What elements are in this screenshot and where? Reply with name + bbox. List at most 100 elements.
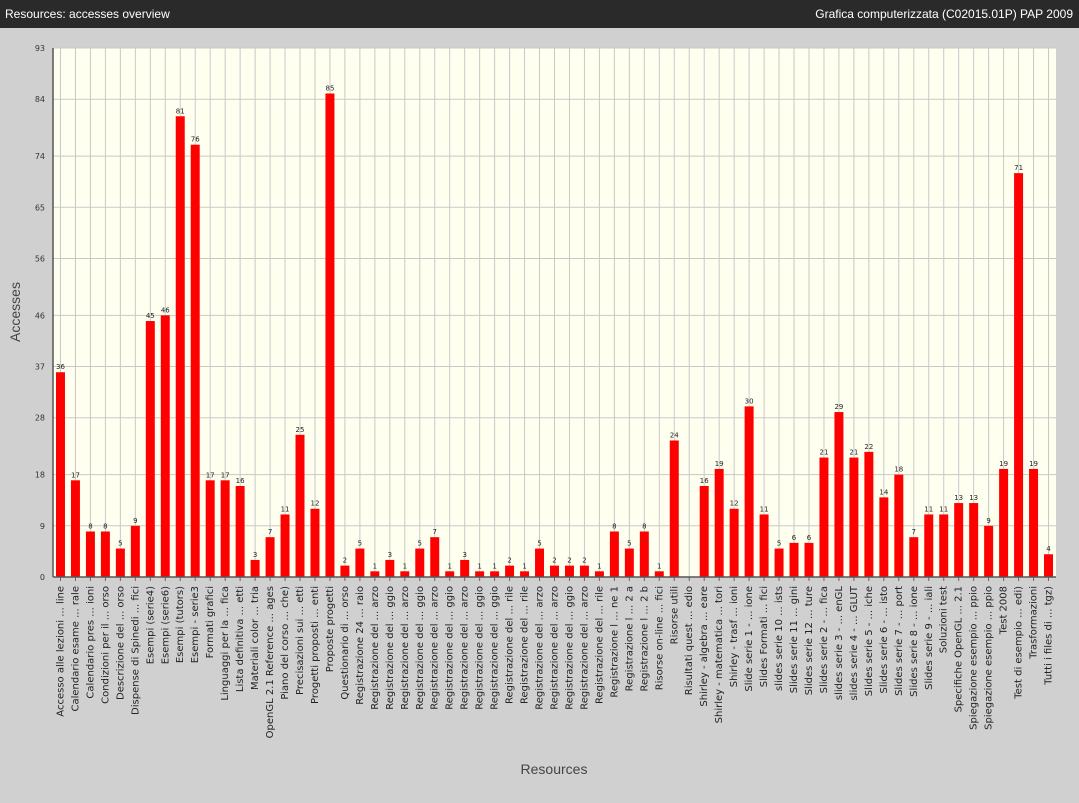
- x-tick-label: Questionario di ... orso: [340, 586, 351, 700]
- bar: [954, 503, 964, 577]
- x-tick-label: Esempi - serie3: [190, 586, 201, 663]
- bar: [849, 457, 859, 577]
- x-tick-label: Registrazione del ... ggio: [385, 586, 396, 710]
- bar: [205, 480, 215, 577]
- bar: [894, 474, 904, 577]
- bar-value-label: 30: [745, 397, 754, 405]
- bar-value-label: 5: [358, 540, 362, 548]
- bar: [520, 571, 530, 577]
- x-tick-label: Slides serie 9 - ... iali: [924, 586, 935, 690]
- bar: [969, 503, 979, 577]
- y-axis-label: Accesses: [7, 282, 23, 342]
- bar-value-label: 2: [552, 557, 556, 565]
- x-tick-label: Slides serie 5 - ... iche: [864, 586, 875, 696]
- x-tick-label: Registrazione del ... arzo: [400, 586, 411, 710]
- x-tick-label: slides serie 10 ... ists: [774, 586, 785, 691]
- y-tick-label: 74: [35, 152, 45, 161]
- bar: [550, 565, 559, 577]
- bar-value-label: 1: [403, 562, 407, 570]
- bar-value-label: 5: [537, 540, 541, 548]
- bar-value-label: 25: [296, 426, 305, 434]
- bar-value-label: 5: [627, 540, 631, 548]
- bar: [295, 434, 305, 577]
- bar: [220, 480, 230, 577]
- bar: [759, 514, 769, 577]
- bar: [250, 559, 260, 577]
- x-tick-label: Registrazione l ... 2 a: [624, 586, 635, 691]
- bar-value-label: 1: [522, 562, 526, 570]
- x-tick-label: Registrazione del ... rile: [520, 586, 531, 704]
- x-tick-label: Slides serie 12 ... ture: [804, 586, 815, 695]
- bar: [310, 508, 320, 577]
- bar-value-label: 71: [1014, 164, 1023, 172]
- x-axis-ticks: Accesso alle lezioni ... line Calendario …: [55, 577, 1055, 738]
- x-tick-label: Registrazione del ... rile: [505, 586, 516, 704]
- bar-value-label: 11: [924, 505, 933, 513]
- x-tick-label: Dispense di Spinedi ... fici: [130, 586, 141, 715]
- bar-value-label: 81: [176, 107, 185, 115]
- bar-value-label: 16: [700, 477, 709, 485]
- bar: [879, 497, 889, 577]
- bar-value-label: 5: [777, 540, 781, 548]
- bar-value-label: 4: [1046, 545, 1051, 553]
- x-tick-label: Registrazione del ... rile: [594, 586, 605, 704]
- bar-value-label: 22: [864, 443, 873, 451]
- bar: [535, 548, 545, 577]
- x-tick-label: Registrazione l ... 2 b: [639, 586, 650, 692]
- bar-value-label: 1: [373, 562, 377, 570]
- bar-value-label: 1: [492, 562, 496, 570]
- bar-value-label: 8: [103, 522, 107, 530]
- bar: [325, 93, 335, 578]
- bar: [789, 542, 799, 577]
- bar-value-label: 45: [146, 312, 155, 320]
- y-axis-ticks: 0 9 18 28 37 46 56 65 74 84 93: [35, 44, 45, 582]
- x-tick-label: Calendario esame ... rale: [70, 586, 81, 712]
- bar: [714, 468, 724, 577]
- bar: [190, 144, 200, 578]
- y-tick-label: 46: [35, 311, 45, 320]
- bar-value-label: 12: [311, 500, 320, 508]
- bar: [70, 480, 80, 577]
- x-tick-label: Registrazione del ... arzo: [579, 586, 590, 710]
- bar-value-label: 1: [477, 562, 481, 570]
- x-tick-label: Condizioni per il ... orso: [100, 586, 111, 704]
- bar: [460, 559, 470, 577]
- bars: [55, 93, 1054, 578]
- x-tick-label: Slides Formati ... fici: [759, 586, 770, 687]
- x-tick-label: Formati grafici: [205, 586, 216, 658]
- bar-value-label: 19: [999, 460, 1008, 468]
- x-tick-label: Shirley - algebra ... eare: [699, 586, 710, 707]
- x-tick-label: Registrazione del ... arzo: [430, 586, 441, 710]
- bar: [280, 514, 290, 577]
- x-tick-label: Registrazione del ... ggio: [445, 586, 456, 710]
- x-tick-label: Soluzioni test: [939, 586, 950, 653]
- x-tick-label: Spiegazione esempio ... ppio: [969, 586, 980, 730]
- x-tick-label: OpenGL 2.1 Reference ... ages: [265, 586, 276, 738]
- x-tick-label: Registrazione del ... arzo: [550, 586, 561, 710]
- bar: [130, 525, 140, 577]
- bar: [370, 571, 380, 577]
- bar-value-label: 8: [88, 522, 92, 530]
- bar-value-label: 2: [582, 557, 586, 565]
- bar: [340, 565, 350, 577]
- x-tick-label: Esempi (serie4): [145, 586, 156, 664]
- bar-value-label: 3: [388, 551, 392, 559]
- bar-value-label: 21: [820, 449, 829, 457]
- bar-value-label: 18: [894, 466, 903, 474]
- bar: [430, 537, 440, 577]
- bar: [624, 548, 634, 577]
- x-tick-label: Slides serie 2 - ... fica: [819, 586, 830, 693]
- bar-value-label: 3: [253, 551, 257, 559]
- bar-value-label: 19: [715, 460, 724, 468]
- x-tick-label: Specifiche OpenGL ... 2.1: [954, 586, 965, 712]
- course-title: Grafica computerizzata (C02015.01P) PAP …: [815, 7, 1073, 21]
- bar-value-label: 6: [807, 534, 812, 542]
- bar-value-label: 3: [462, 551, 466, 559]
- bar-value-label: 11: [939, 505, 948, 513]
- bar: [699, 485, 709, 577]
- bar: [160, 315, 170, 577]
- title-bar: Resources: accesses overview Grafica com…: [0, 0, 1079, 28]
- bar-value-label: 12: [730, 500, 739, 508]
- bar: [729, 508, 739, 577]
- x-tick-label: Registrazione del ... arzo: [535, 586, 546, 710]
